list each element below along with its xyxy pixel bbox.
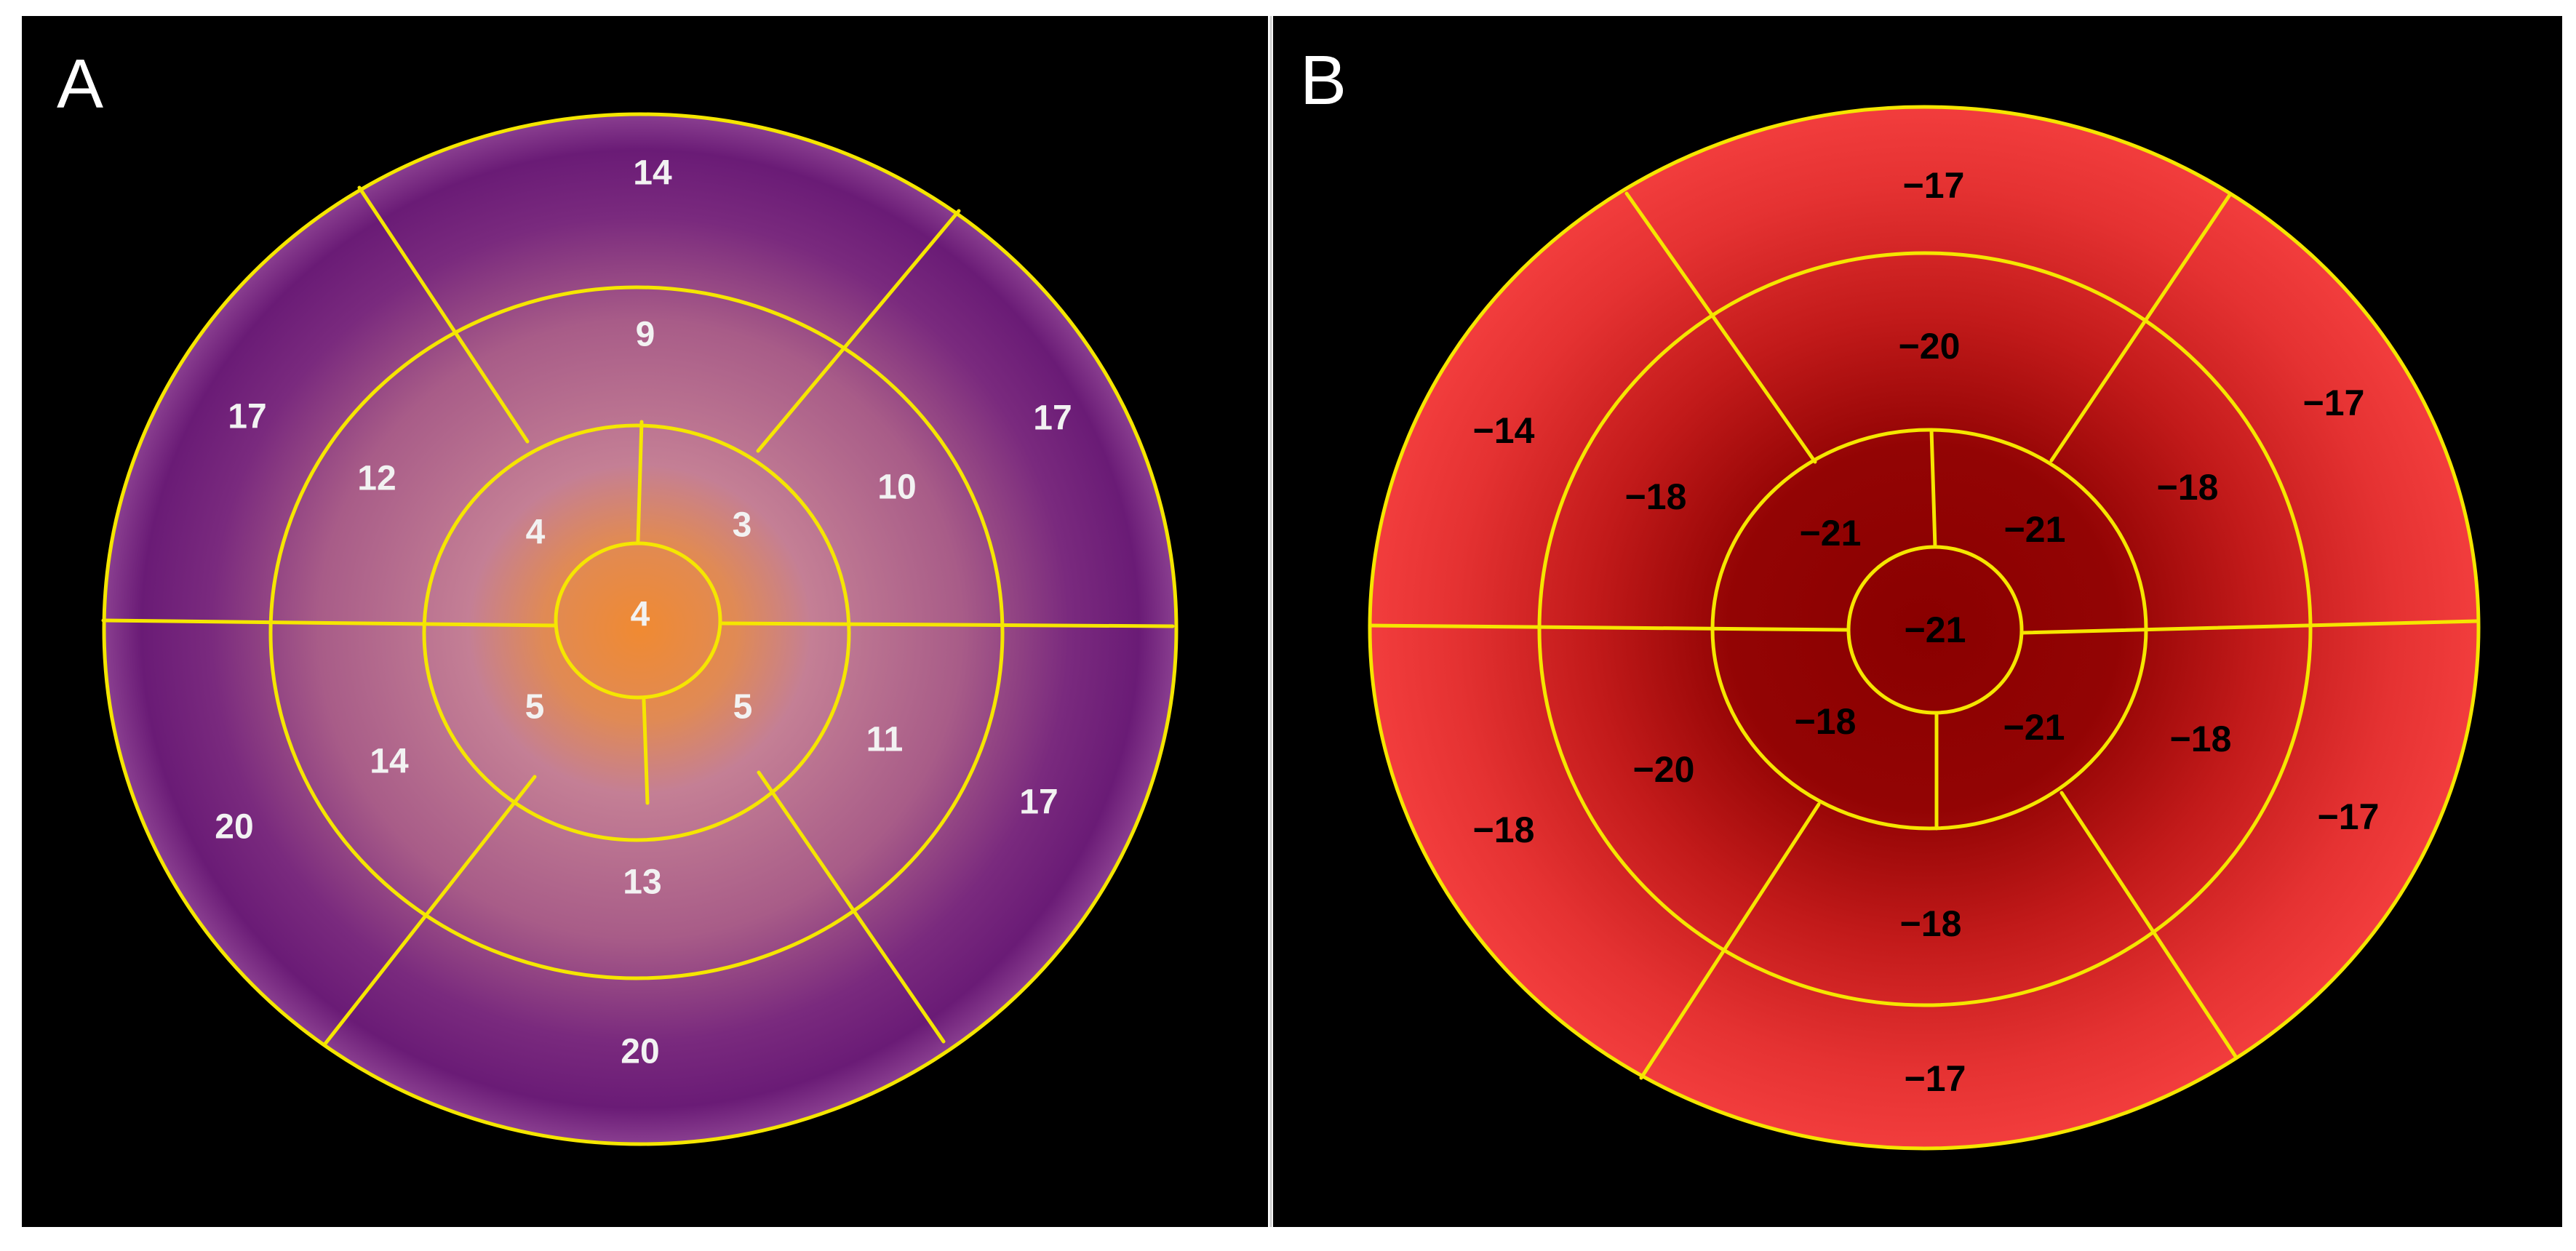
segment-label: −18 xyxy=(2157,467,2219,508)
bullseye-b-lines xyxy=(1368,105,2481,1151)
panel-a: A 14 17 17 20 20 17 9 10 11 13 xyxy=(22,16,1268,1227)
segment-label: 17 xyxy=(1019,783,1058,822)
segment-label: −18 xyxy=(2170,719,2232,759)
segment-label: 9 xyxy=(636,316,655,354)
segment-label: −18 xyxy=(1625,476,1687,517)
segment-label: −18 xyxy=(1900,903,1962,944)
bullseye-a-labels: 14 17 17 20 20 17 9 10 11 13 14 12 3 5 5… xyxy=(215,154,1072,1071)
panel-a-letter: A xyxy=(57,45,103,123)
segment-label: 10 xyxy=(877,468,916,507)
segment-label: −21 xyxy=(1905,609,1966,650)
segment-label: 20 xyxy=(621,1033,659,1071)
segment-label: −20 xyxy=(1899,326,1961,367)
segment-label: −21 xyxy=(2004,509,2066,550)
segment-label: 3 xyxy=(733,506,752,545)
segment-label: −21 xyxy=(1800,513,1862,553)
bullseye-a-lines xyxy=(101,112,1179,1146)
segment-label: 20 xyxy=(215,808,253,847)
segment-label: 17 xyxy=(1033,399,1072,438)
segment-label: 4 xyxy=(631,596,650,634)
segment-label: −17 xyxy=(1905,1058,1966,1099)
bullseye-a-fill xyxy=(104,114,1176,1144)
segment-label: −14 xyxy=(1473,410,1535,451)
panel-b: B −17 −17 −17 −17 −18 −14 −20 −18 −18 xyxy=(1273,16,2562,1227)
segment-label: −18 xyxy=(1473,810,1535,850)
segment-label: 4 xyxy=(526,513,546,552)
segment-label: 12 xyxy=(357,460,396,498)
segment-label: 14 xyxy=(633,154,672,193)
panel-b-letter: B xyxy=(1300,41,1347,119)
segment-label: 17 xyxy=(228,398,266,436)
segment-label: −18 xyxy=(1795,701,1857,742)
segment-label: 14 xyxy=(370,743,409,781)
segment-label: −17 xyxy=(1903,165,1965,206)
segment-label: −17 xyxy=(2303,383,2365,423)
segment-label: 5 xyxy=(733,688,753,727)
bullseye-b-labels: −17 −17 −17 −17 −18 −14 −20 −18 −18 −18 … xyxy=(1473,165,2380,1099)
segment-label: 5 xyxy=(525,688,545,727)
segment-label: −20 xyxy=(1633,749,1695,790)
segment-label: 11 xyxy=(866,721,904,759)
segment-label: 13 xyxy=(623,863,661,902)
segment-label: −17 xyxy=(2318,796,2380,837)
segment-label: −21 xyxy=(2003,707,2065,748)
